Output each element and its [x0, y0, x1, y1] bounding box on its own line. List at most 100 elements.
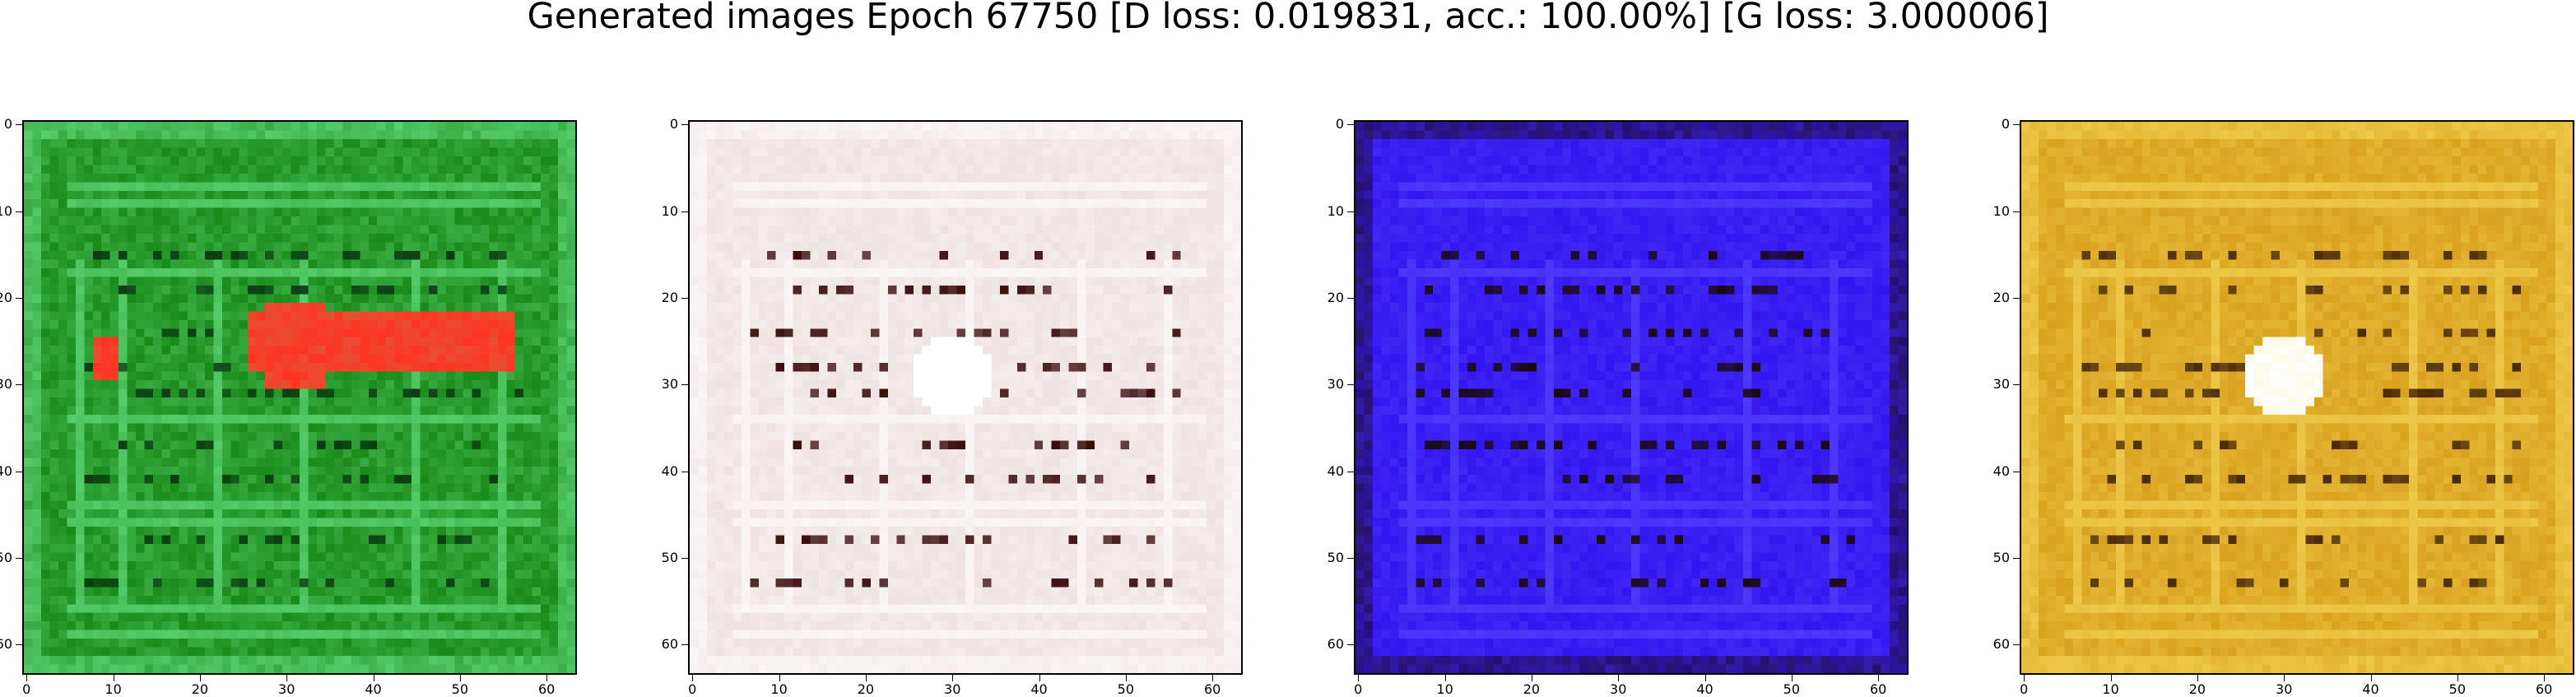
- y-tick-label: 50: [1992, 549, 2010, 565]
- y-tick-label: 30: [1992, 376, 2010, 393]
- y-tick-label: 0: [2001, 116, 2010, 132]
- y-tick-mark: [16, 557, 22, 559]
- y-tick-label: 60: [0, 636, 12, 653]
- generated-image-1: [22, 120, 577, 675]
- y-tick-mark: [681, 557, 688, 559]
- y-tick-label: 40: [1992, 462, 2010, 479]
- x-tick-mark: [546, 675, 548, 681]
- x-tick-label: 30: [278, 681, 295, 697]
- x-tick-mark: [1791, 675, 1793, 681]
- y-tick-mark: [1347, 644, 1354, 646]
- x-tick-mark: [26, 675, 28, 681]
- y-tick-label: 10: [661, 202, 678, 219]
- x-tick-mark: [952, 675, 954, 681]
- x-tick-mark: [1212, 675, 1214, 681]
- y-tick-mark: [16, 644, 22, 646]
- x-tick-label: 50: [1783, 681, 1800, 697]
- y-tick-mark: [681, 384, 688, 386]
- y-tick-mark: [2013, 211, 2020, 212]
- y-tick-label: 40: [1327, 462, 1344, 479]
- y-tick-label: 20: [1327, 289, 1344, 305]
- y-tick-mark: [16, 297, 22, 299]
- y-tick-mark: [681, 124, 688, 126]
- x-tick-label: 0: [1354, 681, 1363, 697]
- x-tick-label: 40: [365, 681, 382, 697]
- y-tick-label: 40: [661, 462, 678, 479]
- y-tick-label: 0: [669, 116, 678, 132]
- y-tick-label: 60: [1992, 636, 2010, 653]
- y-tick-mark: [2013, 124, 2020, 126]
- y-tick-mark: [681, 644, 688, 646]
- y-tick-mark: [1347, 557, 1354, 559]
- y-tick-label: 10: [0, 202, 12, 219]
- x-tick-mark: [2370, 675, 2372, 681]
- y-tick-mark: [1347, 211, 1354, 212]
- x-tick-label: 30: [2276, 681, 2293, 697]
- y-tick-label: 20: [0, 289, 12, 305]
- x-tick-mark: [1618, 675, 1620, 681]
- x-tick-label: 30: [944, 681, 961, 697]
- x-tick-mark: [1039, 675, 1040, 681]
- x-tick-mark: [779, 675, 780, 681]
- y-tick-mark: [16, 124, 22, 126]
- generated-image-panel-1: 0 0 10 10 20 20 30 30 40 40 50 50 60 60: [0, 118, 577, 696]
- y-tick-mark: [2013, 557, 2020, 559]
- y-tick-mark: [681, 211, 688, 212]
- x-tick-mark: [1878, 675, 1880, 681]
- y-tick-label: 30: [1327, 376, 1344, 393]
- x-tick-mark: [459, 675, 461, 681]
- figure-title: Generated images Epoch 67750 [D loss: 0.…: [527, 0, 2049, 37]
- y-tick-label: 30: [661, 376, 678, 393]
- x-tick-label: 40: [1696, 681, 1713, 697]
- y-tick-label: 0: [3, 116, 12, 132]
- generated-image-3: [1354, 120, 1909, 675]
- x-tick-mark: [1358, 675, 1360, 681]
- x-tick-label: 20: [857, 681, 875, 697]
- y-tick-label: 20: [1992, 289, 2010, 305]
- x-tick-mark: [2024, 675, 2025, 681]
- generated-image-3-pixels: [1355, 122, 1907, 673]
- x-tick-label: 30: [1610, 681, 1627, 697]
- x-tick-label: 60: [537, 681, 556, 697]
- x-tick-label: 20: [2188, 681, 2206, 697]
- x-tick-mark: [2457, 675, 2458, 681]
- y-tick-mark: [1347, 384, 1354, 386]
- y-tick-label: 10: [1327, 202, 1344, 219]
- x-tick-mark: [692, 675, 694, 681]
- y-tick-label: 20: [661, 289, 678, 305]
- x-tick-label: 40: [2362, 681, 2379, 697]
- x-tick-label: 10: [1436, 681, 1453, 697]
- y-tick-mark: [2013, 384, 2020, 386]
- x-tick-label: 10: [2102, 681, 2119, 697]
- x-tick-label: 50: [2448, 681, 2466, 697]
- y-tick-label: 30: [0, 376, 12, 393]
- y-tick-mark: [681, 297, 688, 299]
- x-tick-label: 0: [2020, 681, 2029, 697]
- x-tick-label: 50: [1117, 681, 1134, 697]
- x-tick-mark: [2197, 675, 2198, 681]
- x-tick-mark: [1125, 675, 1127, 681]
- y-tick-mark: [16, 211, 22, 212]
- x-tick-label: 0: [688, 681, 697, 697]
- y-tick-label: 50: [661, 549, 678, 565]
- x-tick-label: 10: [105, 681, 122, 697]
- y-tick-label: 50: [1327, 549, 1344, 565]
- x-tick-label: 20: [1523, 681, 1541, 697]
- generated-image-2-pixels: [690, 122, 1241, 673]
- x-tick-label: 10: [770, 681, 788, 697]
- x-tick-label: 60: [1869, 681, 1887, 697]
- generated-image-2: [688, 120, 1243, 675]
- x-tick-label: 60: [1203, 681, 1221, 697]
- x-tick-label: 60: [2535, 681, 2553, 697]
- x-tick-mark: [199, 675, 201, 681]
- generated-image-4-pixels: [2021, 122, 2573, 673]
- generated-image-panel-4: 0 0 10 10 20 20 30 30 40 40 50 50 60 60: [1993, 118, 2574, 696]
- generated-image-panel-3: 0 0 10 10 20 20 30 30 40 40 50 50 60 60: [1328, 118, 1909, 696]
- x-tick-mark: [286, 675, 288, 681]
- x-tick-mark: [1444, 675, 1446, 681]
- x-tick-mark: [2284, 675, 2285, 681]
- generated-image-panel-2: 0 0 10 10 20 20 30 30 40 40 50 50 60 60: [662, 118, 1243, 696]
- y-tick-mark: [1347, 124, 1354, 126]
- y-tick-label: 60: [1327, 636, 1344, 653]
- y-tick-mark: [1347, 297, 1354, 299]
